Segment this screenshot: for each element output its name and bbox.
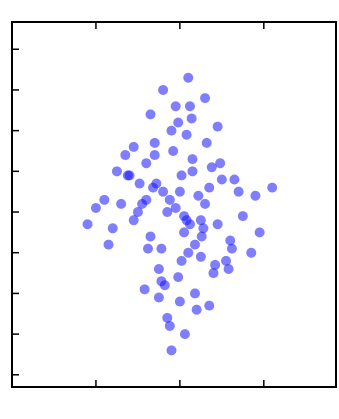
scatter-point — [189, 239, 200, 250]
scatter-point — [206, 162, 217, 173]
scatter-point — [191, 304, 202, 315]
scatter-point — [107, 223, 118, 234]
scatter-point — [198, 223, 209, 234]
scatter-point — [128, 141, 139, 152]
scatter-point — [158, 186, 169, 197]
scatter-point — [215, 158, 226, 169]
scatter-point — [254, 227, 265, 238]
scatter-point — [134, 178, 145, 189]
scatter-point — [195, 215, 206, 226]
scatter-point — [164, 320, 175, 331]
scatter-point — [181, 129, 192, 140]
scatter-point — [111, 166, 122, 177]
scatter-point — [189, 288, 200, 299]
scatter-point — [122, 170, 133, 181]
scatter-point — [99, 194, 110, 205]
scatter-point — [145, 109, 156, 120]
scatter-point — [156, 276, 167, 287]
scatter-point — [162, 312, 173, 323]
scatter-point — [141, 194, 152, 205]
scatter-point — [162, 207, 173, 218]
scatter-point — [149, 137, 160, 148]
scatter-point — [153, 292, 164, 303]
scatter-point — [128, 215, 139, 226]
scatter-point — [212, 219, 223, 230]
scatter-point — [82, 219, 93, 230]
scatter-point — [141, 158, 152, 169]
scatter-point — [187, 166, 198, 177]
scatter-point — [164, 194, 175, 205]
scatter-point — [166, 345, 177, 356]
scatter-point — [166, 125, 177, 136]
scatter-point — [179, 329, 190, 340]
scatter-point — [186, 113, 197, 124]
scatter-point — [174, 296, 185, 307]
scatter-point — [223, 263, 234, 274]
scatter-point — [153, 263, 164, 274]
scatter-point — [139, 284, 150, 295]
scatter-point — [221, 255, 232, 266]
scatter-point — [179, 211, 190, 222]
scatter-point — [145, 231, 156, 242]
scatter-point — [229, 174, 240, 185]
scatter-point — [176, 255, 187, 266]
scatter-point — [132, 207, 143, 218]
scatter-point — [196, 231, 207, 242]
scatter-point — [158, 84, 169, 95]
scatter-point — [148, 182, 159, 193]
scatter-point — [174, 186, 185, 197]
scatter-point — [267, 182, 278, 193]
scatter-point — [237, 211, 248, 222]
scatter-point — [201, 137, 212, 148]
scatter-point — [142, 243, 153, 254]
scatter-point — [120, 150, 131, 161]
scatter-point — [195, 251, 206, 262]
scatter-point — [187, 154, 198, 165]
scatter-point — [173, 272, 184, 283]
scatter-point — [250, 190, 261, 201]
scatter-point — [200, 93, 211, 104]
scatter-point — [233, 186, 244, 197]
scatter-point — [226, 243, 237, 254]
scatter-point — [193, 190, 204, 201]
scatter-point — [170, 202, 181, 213]
scatter-point — [246, 247, 257, 258]
scatter-point — [90, 202, 101, 213]
scatter-point — [204, 182, 215, 193]
scatter-point — [176, 170, 187, 181]
scatter-point — [170, 101, 181, 112]
scatter-point — [179, 227, 190, 238]
scatter-point — [210, 259, 221, 270]
scatter-point — [200, 198, 211, 209]
scatter-point — [208, 268, 219, 279]
scatter-point — [212, 121, 223, 132]
scatter-point — [184, 101, 195, 112]
scatter-point — [156, 243, 167, 254]
scatter-point — [183, 72, 194, 83]
scatter-point — [225, 235, 236, 246]
scatter-point — [149, 150, 160, 161]
scatter-point — [173, 117, 184, 128]
scatter-point — [204, 300, 215, 311]
scatter-point — [183, 247, 194, 258]
scatter-point — [103, 239, 114, 250]
scatter-point — [116, 198, 127, 209]
scatter-point — [216, 174, 227, 185]
scatter-point — [168, 145, 179, 156]
